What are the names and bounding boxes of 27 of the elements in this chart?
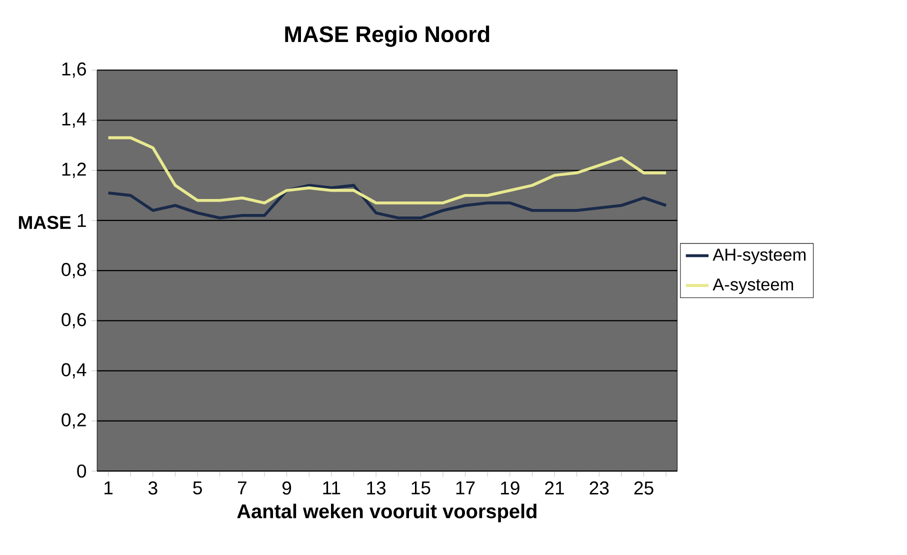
y-tick-label: 0,4 (62, 363, 86, 379)
x-tick-label: 21 (545, 481, 564, 494)
x-tick-label: 17 (456, 481, 475, 494)
x-tick-label: 15 (412, 481, 430, 494)
x-tick-label: 7 (238, 481, 246, 494)
y-tick-label: 0 (77, 464, 86, 478)
legend-label: A-systeem (712, 278, 794, 294)
x-tick-label: 5 (193, 481, 202, 494)
y-tick-label: 1 (78, 214, 86, 227)
x-tick-label: 25 (634, 481, 654, 495)
x-tick-label: 13 (367, 481, 386, 495)
y-axis-title: MASE (18, 216, 71, 230)
y-tick-label: 1,6 (62, 62, 86, 78)
y-tick-label: 0,6 (62, 313, 86, 328)
y-tick-label: 0,2 (62, 413, 86, 429)
x-tick-label: 1 (104, 481, 113, 494)
x-tick-label: 11 (323, 481, 340, 494)
y-tick-label: 1,2 (62, 162, 86, 178)
chart-title: MASE Regio Noord (285, 26, 490, 47)
y-tick-label: 0,8 (62, 262, 86, 278)
x-tick-label: 23 (590, 481, 609, 495)
x-axis-title: Aantal weken vooruit voorspeld (237, 504, 536, 522)
x-tick-label: 19 (500, 481, 520, 495)
x-tick-label: 3 (148, 481, 158, 495)
x-tick-label: 9 (282, 481, 292, 495)
legend-label: AH-systeem (712, 248, 806, 264)
y-tick-label: 1,4 (62, 112, 86, 128)
